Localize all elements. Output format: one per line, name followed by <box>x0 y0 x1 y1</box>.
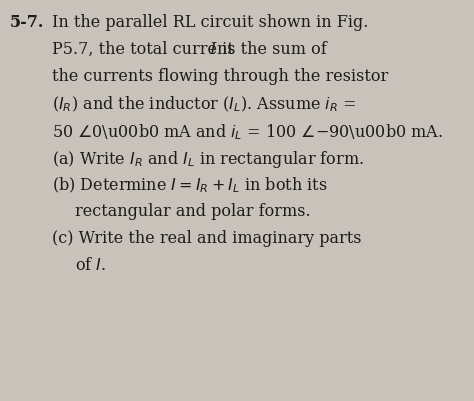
Text: I: I <box>209 41 215 58</box>
Text: (b) Determine $I = I_R + I_L$ in both its: (b) Determine $I = I_R + I_L$ in both it… <box>52 176 328 195</box>
Text: is the sum of: is the sum of <box>217 41 327 58</box>
Text: In the parallel RL circuit shown in Fig.: In the parallel RL circuit shown in Fig. <box>52 14 368 31</box>
Text: (a) Write $I_R$ and $I_L$ in rectangular form.: (a) Write $I_R$ and $I_L$ in rectangular… <box>52 149 364 170</box>
Text: ($I_R$) and the inductor ($I_L$). Assume $i_R$ =: ($I_R$) and the inductor ($I_L$). Assume… <box>52 95 356 114</box>
Text: 5-7.: 5-7. <box>10 14 45 31</box>
Text: 50 $\angle$0\u00b0 mA and $i_L$ = 100 $\angle$$-$90\u00b0 mA.: 50 $\angle$0\u00b0 mA and $i_L$ = 100 $\… <box>52 122 443 141</box>
Text: P5.7, the total current: P5.7, the total current <box>52 41 239 58</box>
Text: of $I$.: of $I$. <box>75 256 106 273</box>
Text: rectangular and polar forms.: rectangular and polar forms. <box>75 203 310 219</box>
Text: the currents flowing through the resistor: the currents flowing through the resisto… <box>52 68 388 85</box>
Text: (c) Write the real and imaginary parts: (c) Write the real and imaginary parts <box>52 229 362 246</box>
